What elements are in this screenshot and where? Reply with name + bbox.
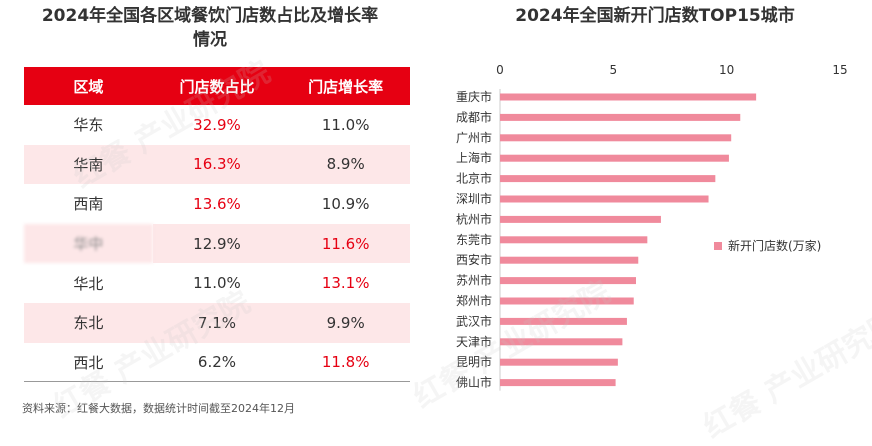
bar-郑州市 bbox=[500, 297, 634, 305]
y-category-label: 佛山市 bbox=[456, 375, 492, 390]
bar-天津市 bbox=[500, 338, 623, 346]
bar-昆明市 bbox=[500, 358, 618, 366]
y-category-label: 北京市 bbox=[456, 171, 492, 186]
left-title-line1: 2024年全国各区域餐饮门店数占比及增长率 bbox=[41, 6, 379, 26]
header-region: 区域 bbox=[24, 67, 153, 105]
header-growth: 门店增长率 bbox=[281, 67, 410, 105]
growth-cell: 13.1% bbox=[321, 274, 370, 293]
table-bottom-rule bbox=[24, 381, 410, 382]
bar-苏州市 bbox=[500, 277, 636, 285]
share-cell: 6.2% bbox=[197, 353, 237, 372]
share-cell: 12.9% bbox=[152, 223, 282, 264]
bar-杭州市 bbox=[500, 215, 661, 223]
bar-成都市 bbox=[500, 113, 741, 121]
table-row: 华东 32.9% 11.0% bbox=[24, 105, 410, 145]
y-category-label: 武汉市 bbox=[456, 313, 492, 328]
y-category-label: 西安市 bbox=[456, 252, 492, 267]
table-row: 东北 7.1% 9.9% bbox=[24, 302, 410, 343]
region-cell: 西南 bbox=[73, 195, 104, 214]
region-cell: 西北 bbox=[73, 353, 104, 372]
y-category-label: 苏州市 bbox=[456, 273, 492, 288]
growth-cell: 8.9% bbox=[281, 144, 410, 185]
right-chart-title: 2024年全国新开门店数TOP15城市 bbox=[515, 6, 795, 26]
x-tick-label: 5 bbox=[610, 63, 618, 77]
table-row: 华中 12.9% 11.6% bbox=[24, 223, 410, 264]
region-cell: 华北 bbox=[73, 274, 104, 293]
growth-cell: 11.8% bbox=[321, 353, 370, 372]
y-category-label: 郑州市 bbox=[456, 293, 492, 308]
bar-东莞市 bbox=[500, 236, 648, 244]
bar-西安市 bbox=[500, 256, 639, 264]
table-row: 西北 6.2% 11.8% bbox=[24, 343, 410, 383]
y-category-label: 成都市 bbox=[456, 109, 492, 124]
x-tick-label: 10 bbox=[719, 63, 734, 77]
table-row: 华南 16.3% 8.9% bbox=[24, 144, 410, 185]
growth-cell: 10.9% bbox=[321, 194, 370, 213]
growth-cell: 9.9% bbox=[281, 302, 410, 343]
legend-label: 新开门店数(万家) bbox=[728, 239, 822, 253]
region-cell: 华东 bbox=[73, 116, 104, 135]
region-cell: 东北 bbox=[24, 302, 153, 343]
growth-cell: 11.6% bbox=[281, 223, 410, 264]
region-cell: 华南 bbox=[24, 144, 153, 185]
growth-cell: 11.0% bbox=[321, 115, 370, 134]
chart-legend: 新开门店数(万家) bbox=[714, 237, 821, 254]
bar-chart-svg: 0 5 10 15 重庆市成都市广州市上海市北京市深圳市杭州市东莞市西安市苏州市郑州市武… bbox=[456, 63, 848, 391]
y-category-label: 昆明市 bbox=[456, 354, 492, 369]
share-cell: 13.6% bbox=[193, 194, 241, 213]
y-category-label: 上海市 bbox=[456, 150, 492, 165]
table-header-row: 区域 门店数占比 门店增长率 bbox=[24, 67, 410, 105]
bar-佛山市 bbox=[500, 379, 616, 387]
y-category-label: 天津市 bbox=[456, 334, 492, 349]
region-cell: 华中 bbox=[24, 223, 153, 264]
header-share: 门店数占比 bbox=[152, 67, 282, 105]
y-category-label: 重庆市 bbox=[456, 89, 492, 104]
bar-广州市 bbox=[500, 134, 732, 142]
share-cell: 16.3% bbox=[152, 144, 282, 185]
share-cell: 11.0% bbox=[193, 274, 241, 293]
share-cell: 7.1% bbox=[152, 302, 282, 343]
y-category-label: 广州市 bbox=[456, 130, 492, 145]
y-category-label: 杭州市 bbox=[456, 211, 492, 226]
source-note: 资料来源：红餐大数据，数据统计时间截至2024年12月 bbox=[22, 402, 295, 415]
bar-上海市 bbox=[500, 154, 729, 162]
left-chart-title: 2024年全国各区域餐饮门店数占比及增长率 情况 bbox=[10, 4, 410, 52]
y-category-label: 深圳市 bbox=[456, 191, 492, 206]
city-bar-chart: 0 5 10 15 重庆市成都市广州市上海市北京市深圳市杭州市东莞市西安市苏州市郑州市武… bbox=[440, 55, 872, 395]
left-title-line2: 情况 bbox=[193, 30, 227, 50]
bar-重庆市 bbox=[500, 93, 757, 101]
table-row: 西南 13.6% 10.9% bbox=[24, 184, 410, 224]
bar-深圳市 bbox=[500, 195, 709, 203]
share-cell: 32.9% bbox=[193, 115, 241, 134]
bar-武汉市 bbox=[500, 317, 627, 325]
y-category-label: 东莞市 bbox=[456, 232, 492, 247]
bar-北京市 bbox=[500, 175, 716, 183]
x-tick-label: 0 bbox=[496, 63, 504, 77]
table-row: 华北 11.0% 13.1% bbox=[24, 263, 410, 303]
region-table: 区域 门店数占比 门店增长率 华东 32.9% 11.0% 华南 16.3% 8… bbox=[24, 67, 410, 382]
legend-swatch bbox=[714, 241, 722, 250]
x-tick-label: 15 bbox=[832, 63, 847, 77]
